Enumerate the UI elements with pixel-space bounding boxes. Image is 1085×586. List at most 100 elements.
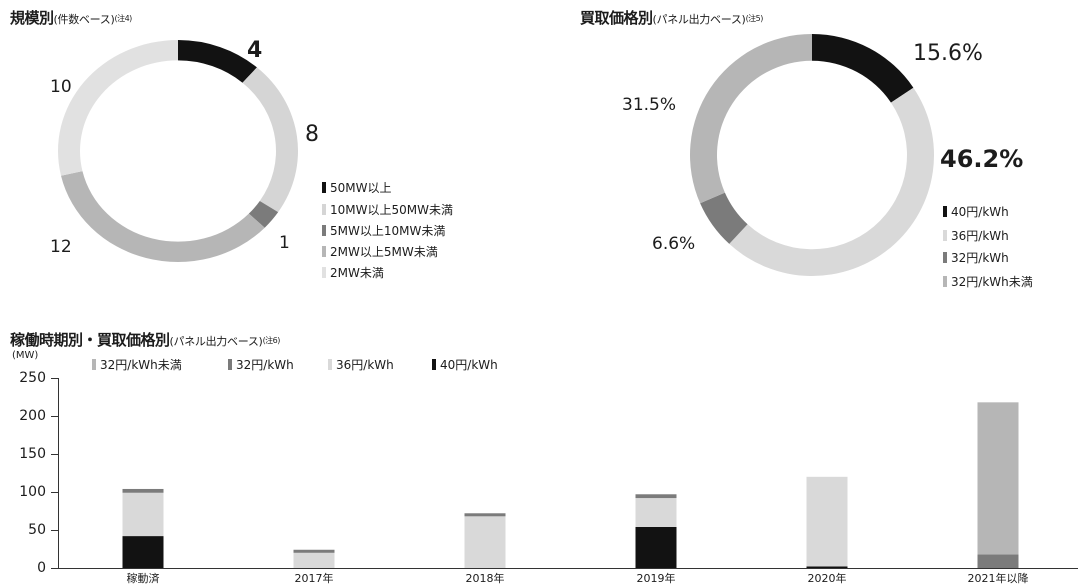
legend-item: 32円/kWh未満	[92, 358, 182, 372]
bar-segment-2020-40-yen	[806, 566, 848, 568]
legend-item: 50MW以上	[322, 181, 392, 195]
data-label-36-yen: 46.2%	[940, 145, 1024, 173]
bar-segment-2019-32-yen	[635, 494, 677, 499]
scale-donut-segment-10-50mw	[242, 67, 298, 213]
y-tick-label: 150	[19, 446, 46, 462]
data-label-under-2mw: 10	[50, 77, 72, 97]
legend-swatch	[228, 359, 232, 370]
donut-chart-scale	[58, 40, 298, 262]
legend-scale: 50MW以上 10MW以上50MW未満 5MW以上10MW未満 2MW以上5MW…	[322, 181, 462, 281]
bar-segment-2017-36-yen	[293, 552, 335, 568]
legend-label: 40円/kWh	[440, 358, 498, 372]
legend-swatch	[322, 182, 326, 193]
legend-label: 2MW未満	[330, 266, 384, 280]
legend-item: 36円/kWh	[943, 229, 1009, 243]
price-donut-segment-32-yen	[700, 192, 748, 244]
legend-label: 50MW以上	[330, 181, 392, 195]
legend-item: 32円/kWh	[228, 358, 294, 372]
legend-swatch	[322, 246, 326, 257]
bar-segment-2021-onward-32-yen	[977, 554, 1019, 568]
legend-item: 2MW未満	[322, 266, 384, 280]
y-tick-label: 50	[28, 522, 46, 538]
donut-chart-price	[690, 34, 934, 276]
legend-label: 10MW以上50MW未満	[330, 203, 453, 217]
data-label-5-10mw: 1	[279, 233, 290, 253]
legend-item: 32円/kWh未満	[943, 275, 1033, 289]
y-axis-unit-label: (MW)	[12, 350, 39, 361]
bar-segment-2021-onward-under-32-yen	[977, 402, 1019, 555]
chart-title-scale: 規模別(件数ベース)(注4)	[10, 9, 132, 29]
scale-donut-segment-5-10mw	[248, 200, 279, 228]
bar-segment-operating-36-yen	[122, 492, 164, 537]
x-category-label: 2018年	[465, 572, 505, 585]
legend-label: 5MW以上10MW未満	[330, 224, 446, 238]
chart-title-timing: 稼働時期別・買取価格別(パネル出力ベース)(注6)	[10, 331, 280, 351]
legend-label: 32円/kWh	[951, 251, 1009, 265]
scale-donut-segment-50mw-plus	[178, 40, 257, 83]
data-label-under-32-yen: 31.5%	[622, 95, 677, 115]
legend-price: 40円/kWh 36円/kWh 32円/kWh 32円/kWh未満	[943, 205, 1083, 305]
y-tick-label: 100	[19, 484, 46, 500]
legend-bar: 32円/kWh未満 32円/kWh 36円/kWh 40円/kWh	[0, 358, 600, 374]
chart-note-ref: (注5)	[745, 14, 764, 23]
legend-swatch	[943, 252, 947, 263]
legend-swatch	[328, 359, 332, 370]
data-label-10-50mw: 8	[305, 122, 319, 147]
x-category-label: 2020年	[807, 572, 847, 585]
price-donut-segment-40-yen	[812, 34, 914, 103]
scale-donut-segment-2-5mw	[61, 171, 265, 262]
data-label-40-yen: 15.6%	[913, 41, 983, 66]
legend-item: 5MW以上10MW未満	[322, 224, 445, 238]
bar-segment-operating-40-yen	[122, 536, 164, 568]
chart-title-price: 買取価格別(パネル出力ベース)(注5)	[580, 9, 763, 29]
data-label-2-5mw: 12	[50, 237, 72, 257]
legend-label: 32円/kWh未満	[951, 275, 1033, 289]
y-tick-label: 200	[19, 408, 46, 424]
legend-swatch	[432, 359, 436, 370]
legend-item: 40円/kWh	[943, 205, 1009, 219]
chart-title-main: 買取価格別	[580, 9, 653, 27]
y-tick-label: 250	[19, 370, 46, 386]
chart-note-ref: (注4)	[114, 14, 132, 23]
legend-item: 2MW以上5MW未満	[322, 245, 438, 259]
legend-item: 10MW以上50MW未満	[322, 203, 453, 217]
legend-item: 40円/kWh	[432, 358, 498, 372]
legend-label: 40円/kWh	[951, 205, 1009, 219]
chart-title-main: 稼働時期別・買取価格別	[10, 331, 170, 349]
chart-title-main: 規模別	[10, 9, 54, 27]
bar-segment-2018-36-yen	[464, 516, 506, 568]
bar-segment-2019-40-yen	[635, 526, 677, 568]
price-donut-segment-under-32-yen	[690, 34, 812, 204]
legend-label: 32円/kWh未満	[100, 358, 182, 372]
chart-subtitle: (パネル出力ベース)	[652, 13, 746, 26]
legend-item: 36円/kWh	[328, 358, 394, 372]
chart-subtitle: (パネル出力ベース)	[169, 335, 263, 348]
legend-swatch	[943, 230, 947, 241]
legend-swatch	[322, 225, 326, 236]
x-category-label: 2019年	[636, 572, 676, 585]
legend-label: 2MW以上5MW未満	[330, 245, 438, 259]
price-donut-segment-36-yen	[729, 87, 934, 276]
y-tick-label: 0	[37, 560, 46, 576]
x-category-label: 2017年	[294, 572, 334, 585]
bar-segment-2020-36-yen	[806, 476, 848, 567]
legend-swatch	[322, 204, 326, 215]
chart-note-ref: (注6)	[262, 336, 281, 345]
legend-swatch	[92, 359, 96, 370]
data-label-50mw-plus: 4	[247, 38, 263, 63]
legend-item: 32円/kWh	[943, 251, 1009, 265]
chart-subtitle: (件数ベース)	[53, 13, 115, 26]
scale-donut-segment-under-2mw	[58, 40, 178, 176]
legend-label: 36円/kWh	[951, 229, 1009, 243]
x-category-label: 2021年以降	[967, 572, 1029, 585]
legend-swatch	[943, 276, 947, 287]
legend-swatch	[322, 267, 326, 278]
legend-label: 32円/kWh	[236, 358, 294, 372]
bar-segment-2017-32-yen	[293, 549, 335, 553]
bar-segment-2018-32-yen	[464, 513, 506, 517]
legend-label: 36円/kWh	[336, 358, 394, 372]
data-label-32-yen: 6.6%	[652, 234, 696, 254]
bar-segment-2019-36-yen	[635, 498, 677, 527]
